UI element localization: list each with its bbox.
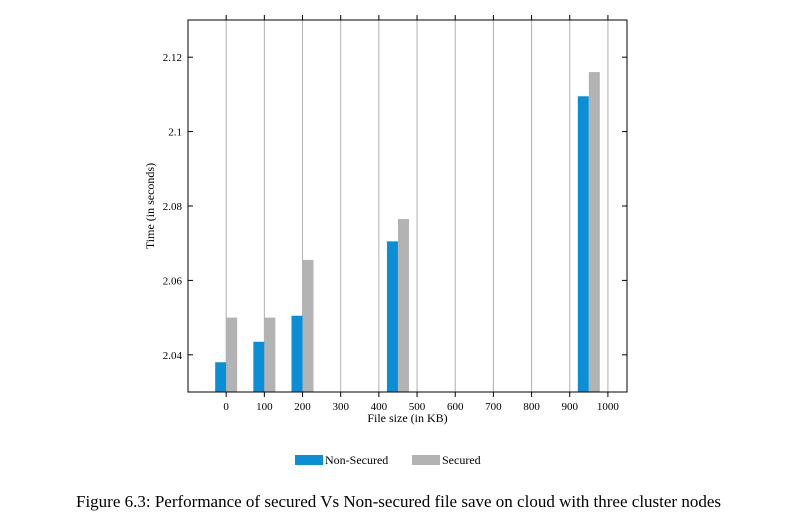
y-tick-label-0: 2.04 <box>163 350 183 362</box>
bar-non-secured-500 <box>387 241 398 392</box>
bar-non-secured-200 <box>292 316 303 392</box>
legend-label-secured: Secured <box>442 453 481 467</box>
x-axis-label: File size (in KB) <box>367 411 447 425</box>
bar-secured-1000 <box>589 72 600 392</box>
y-tick-label-4: 2.12 <box>163 52 182 64</box>
y-tick-label-2: 2.08 <box>163 201 183 213</box>
y-tick-label-3: 2.1 <box>168 127 182 139</box>
x-tick-label-600: 600 <box>447 401 464 413</box>
x-tick-label-800: 800 <box>523 401 540 413</box>
figure-caption: Figure 6.3: Performance of secured Vs No… <box>0 492 797 512</box>
bar-non-secured-100 <box>253 342 264 392</box>
x-tick-label-100: 100 <box>256 401 273 413</box>
y-tick-label-1: 2.06 <box>163 275 183 287</box>
legend-label-non-secured: Non-Secured <box>325 453 388 467</box>
x-tick-label-700: 700 <box>485 401 502 413</box>
bar-secured-0 <box>226 318 237 392</box>
bar-secured-100 <box>264 318 275 392</box>
x-tick-label-0: 0 <box>223 401 229 413</box>
x-tick-label-900: 900 <box>561 401 578 413</box>
legend: Non-Secured Secured <box>295 453 481 467</box>
legend-swatch-non-secured <box>295 455 323 465</box>
grid-lines <box>226 20 608 392</box>
legend-swatch-secured <box>412 455 440 465</box>
bar-secured-500 <box>398 219 409 392</box>
x-tick-label-300: 300 <box>332 401 349 413</box>
bar-non-secured-0 <box>215 362 226 392</box>
bar-non-secured-1000 <box>578 96 589 392</box>
x-tick-label-200: 200 <box>294 401 311 413</box>
bars <box>215 72 600 392</box>
bar-secured-200 <box>303 260 314 392</box>
y-axis-label: Time (in seconds) <box>143 163 157 249</box>
x-tick-label-1000: 1000 <box>597 401 620 413</box>
